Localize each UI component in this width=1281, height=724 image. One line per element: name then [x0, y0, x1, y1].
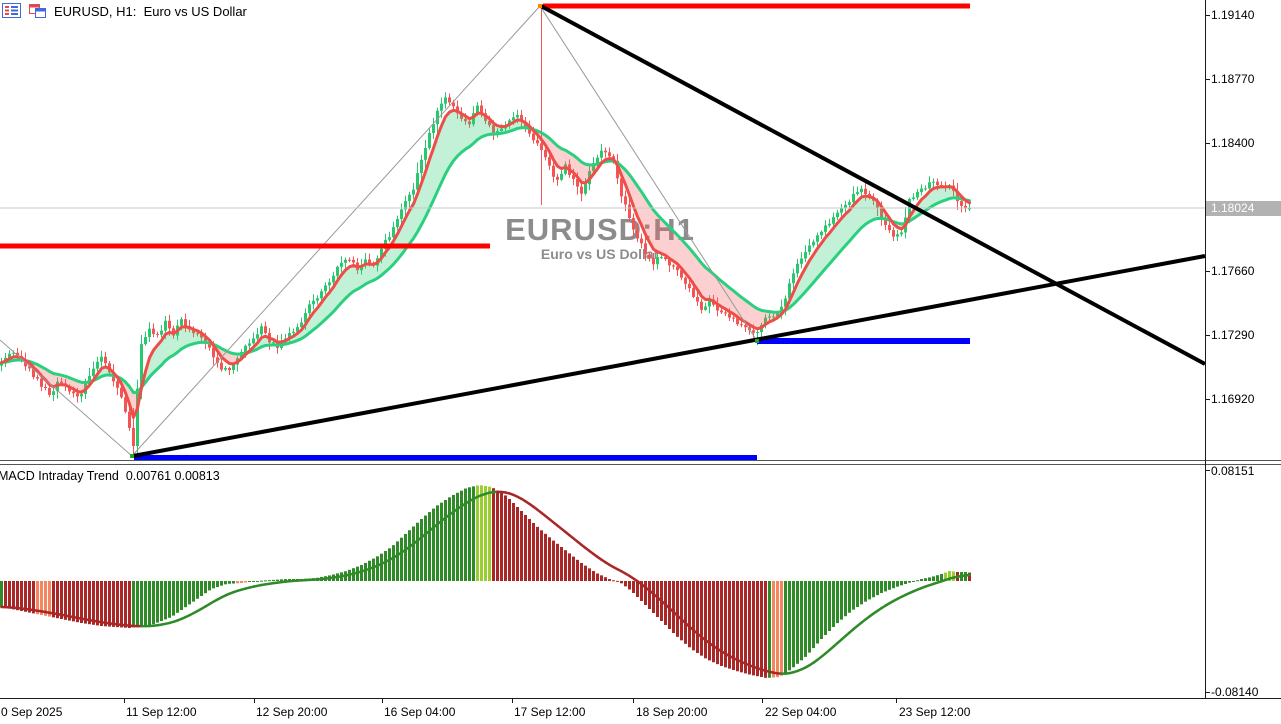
time-axis-label: 18 Sep 20:00: [636, 705, 708, 719]
candlestick-layer: [0, 6, 971, 457]
watermark-subtitle: Euro vs US Dollar: [540, 246, 660, 262]
price-axis-label: 1.18770: [1211, 72, 1255, 86]
chart-title-label: EURUSD, H1: Euro vs US Dollar: [54, 3, 247, 19]
descending-trendline[interactable]: [540, 4, 1206, 366]
trendlines: [130, 4, 1206, 458]
macd-signal-line: [0, 490, 971, 675]
current-price-badge: 1.18024: [1206, 201, 1281, 216]
price-axis-label: 1.16920: [1211, 392, 1255, 406]
indicator-axis-label: 0.08151: [1211, 464, 1255, 478]
indicator-value-signal: 0.00813: [174, 469, 220, 483]
ascending-trendline[interactable]: [132, 254, 1206, 458]
chart-windows-icon[interactable]: [28, 3, 48, 19]
price-axis-label: 1.19140: [1211, 8, 1255, 22]
ma-lines: [0, 108, 971, 419]
time-axis-label: 0 Sep 2025: [1, 705, 63, 719]
indicator-name: MACD Intraday Trend: [0, 469, 119, 483]
indicator-value-main: 0.00761: [125, 469, 172, 483]
indicator-axis-label: -0.08140: [1211, 685, 1259, 699]
price-axis-label: 1.18400: [1211, 136, 1255, 150]
axes: [0, 0, 1281, 703]
panel-divider: [0, 460, 1281, 465]
chart-title-bar: EURUSD, H1: Euro vs US Dollar: [2, 3, 247, 19]
chart-list-icon[interactable]: [2, 3, 22, 19]
ma-ribbon-fill: [1, 110, 970, 418]
time-axis-label: 22 Sep 04:00: [765, 705, 837, 719]
time-axis-label: 12 Sep 20:00: [256, 705, 328, 719]
price-axis-label: 1.17290: [1211, 328, 1255, 342]
price-axis-label: 1.17660: [1211, 264, 1255, 278]
macd-histogram: [0, 485, 971, 678]
time-axis-label: 23 Sep 12:00: [899, 705, 971, 719]
horizontal-level-lines: [0, 3, 970, 461]
zigzag-line: [0, 5, 758, 457]
time-axis-label: 17 Sep 12:00: [514, 705, 586, 719]
time-axis-label: 11 Sep 12:00: [126, 705, 197, 719]
time-axis-label: 16 Sep 04:00: [384, 705, 456, 719]
indicator-label: MACD Intraday Trend 0.00761 0.00813: [0, 469, 220, 483]
